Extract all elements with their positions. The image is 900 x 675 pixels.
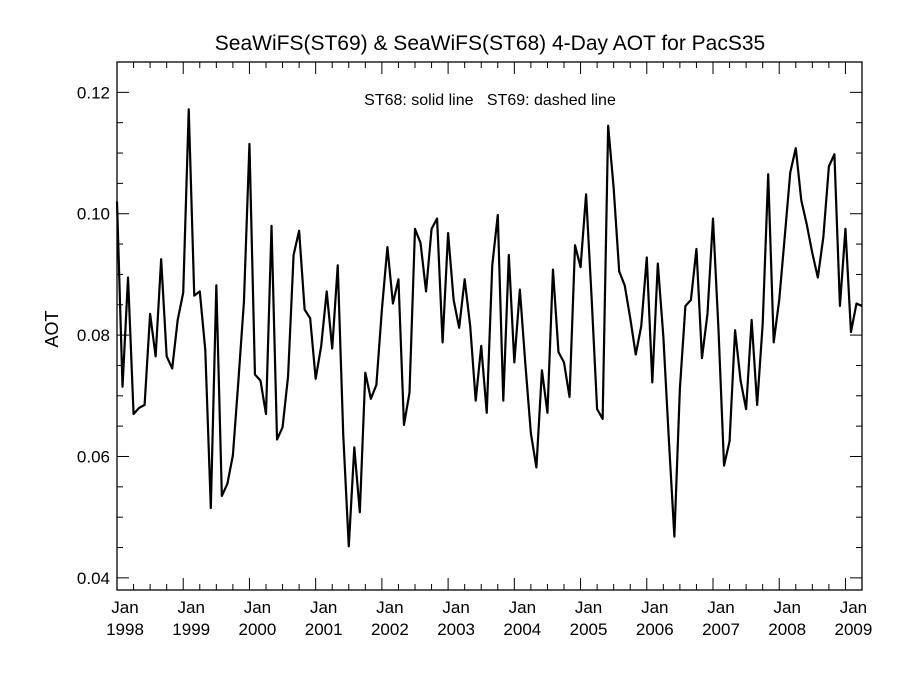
y-tick-label: 0.06: [77, 447, 110, 466]
x-tick-month-label: Jan: [707, 598, 734, 617]
x-tick-month-label: Jan: [774, 598, 801, 617]
axis-ticks: [116, 61, 863, 590]
series-layer: [115, 108, 863, 548]
y-tick-label: 0.08: [77, 326, 110, 345]
y-axis-label: AOT: [42, 310, 62, 347]
x-tick-year-label: 2007: [702, 620, 740, 639]
y-tick-label: 0.12: [77, 83, 110, 102]
y-tick-label: 0.10: [77, 205, 110, 224]
plot-frame: [116, 61, 863, 591]
x-tick-month-label: Jan: [376, 598, 403, 617]
series-line-solid: [115, 108, 863, 548]
x-tick-year-label: 2000: [239, 620, 277, 639]
x-tick-year-label: 1999: [172, 620, 210, 639]
x-tick-year-label: 2001: [305, 620, 343, 639]
x-tick-year-label: 2004: [503, 620, 541, 639]
series-style-note: ST68: solid line ST69: dashed line: [364, 92, 616, 109]
x-tick-year-label: 1998: [106, 620, 144, 639]
x-tick-month-label: Jan: [509, 598, 536, 617]
x-tick-year-label: 2003: [437, 620, 475, 639]
x-tick-month-label: Jan: [244, 598, 271, 617]
x-tick-month-label: Jan: [111, 598, 138, 617]
x-tick-month-label: Jan: [840, 598, 867, 617]
x-tick-year-label: 2008: [768, 620, 806, 639]
x-tick-year-label: 2006: [636, 620, 674, 639]
x-tick-month-label: Jan: [575, 598, 602, 617]
x-tick-year-label: 2005: [570, 620, 608, 639]
x-tick-year-label: 2009: [835, 620, 873, 639]
x-tick-month-label: Jan: [442, 598, 469, 617]
axis-tick-labels: 0.04 0.06 0.08 0.10 0.12 Jan 1998 Jan 1999 Jan 200…: [77, 83, 872, 639]
x-tick-month-label: Jan: [178, 598, 205, 617]
x-tick-year-label: 2002: [371, 620, 409, 639]
chart-title: SeaWiFS(ST69) & SeaWiFS(ST68) 4-Day AOT …: [215, 32, 765, 55]
x-tick-month-label: Jan: [641, 598, 668, 617]
y-tick-label: 0.04: [77, 569, 110, 588]
x-tick-month-label: Jan: [310, 598, 337, 617]
